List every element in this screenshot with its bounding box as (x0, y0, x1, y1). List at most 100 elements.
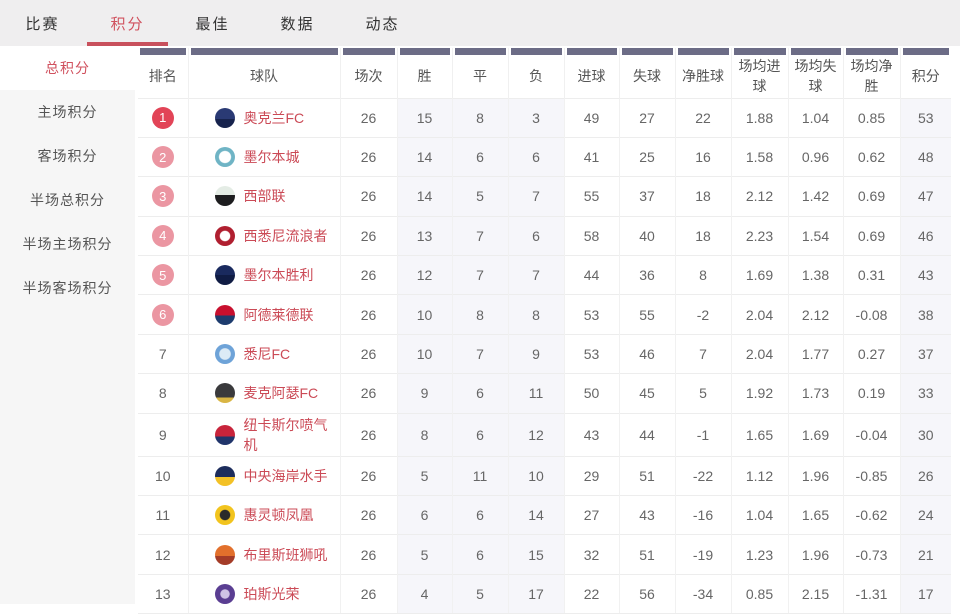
stat-cell: 22 (563, 573, 619, 615)
stat-cell: 43 (618, 495, 675, 535)
team-cell: 纽卡斯尔喷气机 (187, 412, 340, 457)
stat-cell: 33 (899, 373, 951, 414)
team-cell: 悉尼FC (187, 333, 340, 374)
stat-cell: 29 (563, 455, 619, 496)
team-name[interactable]: 西部联 (243, 188, 286, 205)
sidebar-item-half-away-points[interactable]: 半场客场积分 (22, 280, 113, 296)
stat-cell: 8 (507, 294, 564, 335)
rank-number: 7 (158, 346, 167, 363)
sidebar-item-half-total-points[interactable]: 半场总积分 (30, 192, 105, 208)
team-name[interactable]: 墨尔本胜利 (243, 267, 314, 284)
sidebar-item-home-points[interactable]: 主场积分 (37, 104, 98, 120)
stat-cell: 32 (563, 534, 619, 575)
stat-cell: 2.04 (730, 333, 788, 374)
standings-table-wrap: 排名 球队 场次胜平负进球 失球 净胜球 场均进球 场均失球 场均净胜 积分 1 奥克兰FC 26 1… (138, 48, 951, 615)
stat-cell: 48 (899, 136, 951, 177)
stat-cell: 2.12 (787, 294, 843, 335)
sidebar-item-away-points[interactable]: 客场积分 (37, 148, 98, 164)
stat-cell: 18 (674, 176, 731, 217)
stat-cell: 2.12 (730, 176, 788, 217)
sidebar-item-total-points[interactable]: 总积分 (0, 46, 135, 90)
column-header: 净胜球 (674, 48, 731, 98)
sidebar-item-half-home-points[interactable]: 半场主场积分 (22, 236, 113, 252)
team-name[interactable]: 西悉尼流浪者 (243, 227, 328, 244)
stat-cell: 7 (507, 255, 564, 295)
team-logo-icon (214, 265, 235, 286)
table-row: 3 西部联 26 14 5 7 55 37 18 2.12 1.42 0.69 47 (138, 176, 951, 217)
team-name[interactable]: 悉尼FC (243, 346, 291, 363)
team-name[interactable]: 布里斯班狮吼 (243, 546, 328, 563)
stat-cell: 37 (899, 333, 951, 374)
stat-cell: 5 (451, 176, 508, 217)
stat-cell: 1.42 (787, 176, 843, 217)
stat-cell: 26 (339, 534, 397, 575)
team: 麦克阿瑟FC (214, 383, 339, 404)
stat-cell: 26 (339, 255, 397, 295)
stat-cell: 22 (674, 97, 731, 138)
stat-cell: 14 (507, 495, 564, 535)
header-row: 排名 球队 场次胜平负进球 失球 净胜球 场均进球 场均失球 场均净胜 积分 (138, 48, 951, 98)
stat-cell: 26 (339, 412, 397, 457)
team-name[interactable]: 纽卡斯尔喷气机 (243, 416, 328, 453)
team-name[interactable]: 中央海岸水手 (243, 467, 328, 484)
stat-cell: 51 (618, 455, 675, 496)
rank-cell: 12 (138, 534, 188, 575)
nav-tab-best[interactable]: 最佳 (195, 15, 230, 33)
stat-cell: 8 (674, 255, 731, 295)
rank-cell: 10 (138, 455, 188, 496)
stat-cell: 47 (899, 176, 951, 217)
stat-cell: 21 (899, 534, 951, 575)
table-row: 7 悉尼FC 26 10 7 9 53 46 7 2.04 1.77 0.27 37 (138, 333, 951, 374)
stat-cell: 8 (451, 294, 508, 335)
stat-cell: 55 (618, 294, 675, 335)
table-row: 10 中央海岸水手 26 5 11 10 29 51 -22 1.12 1.96 -0.85 26 (138, 455, 951, 496)
standings-sidebar: 总积分主场积分客场积分半场总积分半场主场积分 半场客场积分 (0, 46, 135, 604)
team-name[interactable]: 墨尔本城 (243, 149, 300, 166)
stat-cell: 13 (396, 215, 452, 256)
stat-cell: 49 (563, 97, 619, 138)
team: 西悉尼流浪者 (214, 225, 339, 246)
stat-cell: 44 (618, 412, 675, 457)
standings-table: 排名 球队 场次胜平负进球 失球 净胜球 场均进球 场均失球 场均净胜 积分 1 奥克兰FC 26 1… (138, 48, 951, 615)
stat-cell: 26 (339, 455, 397, 496)
team: 墨尔本胜利 (214, 265, 339, 286)
rank-cell: 13 (138, 573, 188, 615)
team-name[interactable]: 珀斯光荣 (243, 585, 300, 602)
stat-cell: 6 (451, 136, 508, 177)
stat-cell: 51 (618, 534, 675, 575)
stat-cell: 1.92 (730, 373, 788, 414)
nav-tab-standings[interactable]: 积分 (85, 0, 170, 46)
stat-cell: 26 (339, 373, 397, 414)
column-header: 场均进球 (730, 48, 788, 98)
rank-number: 11 (155, 507, 171, 524)
team-name[interactable]: 麦克阿瑟FC (243, 385, 319, 402)
team-logo-icon (214, 465, 235, 486)
stat-cell: -19 (674, 534, 731, 575)
nav-tab-news[interactable]: 动态 (365, 15, 400, 33)
stat-cell: 16 (674, 136, 731, 177)
column-header: 球队 (187, 48, 340, 98)
stat-cell: 53 (563, 294, 619, 335)
stat-cell: 37 (618, 176, 675, 217)
stat-cell: 1.69 (730, 255, 788, 295)
nav-tab-matches[interactable]: 比赛 (25, 15, 60, 33)
stat-cell: 53 (563, 333, 619, 374)
rank-badge: 1 (151, 106, 174, 129)
team-cell: 西悉尼流浪者 (187, 215, 340, 256)
team-cell: 珀斯光荣 (187, 573, 340, 615)
stat-cell: 0.85 (842, 97, 900, 138)
stat-cell: 6 (507, 215, 564, 256)
stat-cell: 12 (396, 255, 452, 295)
column-header: 场次 (339, 48, 397, 98)
team-name[interactable]: 奥克兰FC (243, 109, 305, 126)
team-logo-icon (214, 544, 235, 565)
team-name[interactable]: 惠灵顿凤凰 (243, 507, 314, 524)
stat-cell: 0.69 (842, 176, 900, 217)
nav-tab-stats[interactable]: 数据 (280, 15, 315, 33)
stat-cell: 26 (339, 333, 397, 374)
stat-cell: 6 (451, 373, 508, 414)
stat-cell: 46 (899, 215, 951, 256)
table-body: 1 奥克兰FC 26 15 8 3 49 27 22 1.88 1.04 0.85 53 2 墨尔本城 26 1… (138, 97, 951, 615)
team-name[interactable]: 阿德莱德联 (243, 306, 314, 323)
stat-cell: 15 (396, 97, 452, 138)
